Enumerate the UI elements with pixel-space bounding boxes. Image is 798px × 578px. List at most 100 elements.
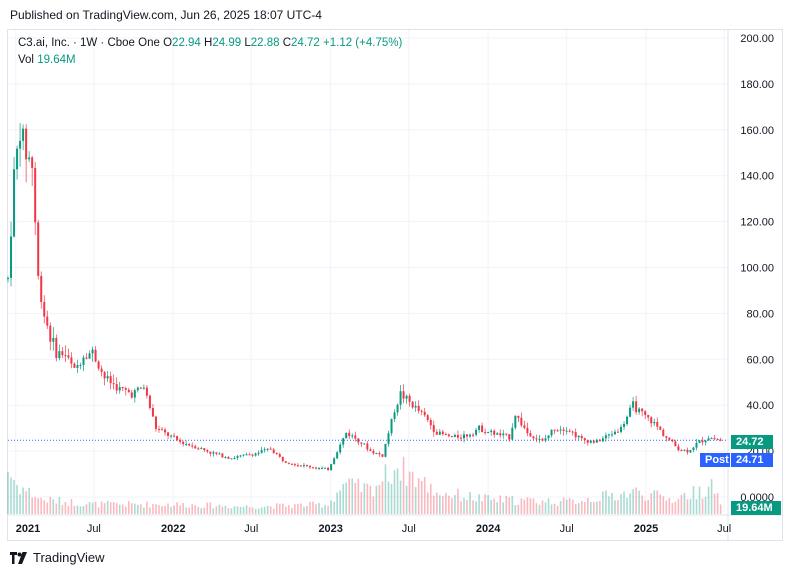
volume-bar [260, 507, 263, 514]
volume-bar [469, 491, 471, 514]
volume-bar [137, 504, 139, 514]
volume-bar [197, 506, 200, 514]
volume-bar [170, 506, 172, 514]
symbol-label[interactable]: C3.ai, Inc. · 1W · Cboe One [18, 37, 160, 49]
volume-bar [384, 464, 387, 514]
volume-bar [662, 496, 665, 514]
volume-bar [692, 486, 695, 514]
candle-body [517, 415, 520, 418]
volume-bar [218, 504, 221, 514]
candle-body [209, 451, 212, 454]
candle-body [604, 435, 607, 439]
high-label: H [204, 37, 213, 49]
volume-bar [493, 498, 495, 514]
volume-bar [463, 497, 465, 514]
volume-bar [348, 478, 351, 514]
volume-bar [650, 493, 653, 514]
candle-body [142, 387, 145, 389]
volume-bar [127, 501, 130, 514]
volume-bar [254, 509, 257, 514]
candle-body [550, 429, 553, 436]
candle-body [372, 450, 375, 454]
volume-label: Vol [18, 54, 34, 66]
volume-bar [112, 502, 115, 514]
candle-body [342, 438, 345, 445]
candle-body [103, 371, 106, 379]
candle-body [704, 440, 707, 443]
volume-bar [360, 492, 363, 514]
volume-bar [263, 506, 266, 514]
volume-bar [230, 508, 233, 514]
volume-bar [318, 502, 320, 514]
candle-body [19, 140, 22, 149]
volume-bar [245, 505, 248, 514]
candle-body [151, 408, 154, 417]
candle-body [677, 446, 680, 451]
volume-bar [278, 503, 281, 514]
volume-bar [562, 497, 565, 514]
volume-bar [16, 485, 18, 514]
candle-body [170, 435, 173, 437]
volume-bar [149, 507, 151, 514]
volume-bar [10, 477, 12, 514]
volume-bar [529, 498, 532, 514]
volume-bar [155, 504, 157, 514]
volume-bar [608, 496, 610, 514]
volume-bar [369, 485, 372, 514]
volume-bar [285, 506, 287, 514]
candle-body [97, 361, 100, 369]
volume-tag: 19.64M [731, 501, 781, 515]
x-tick-label: Jul [87, 523, 101, 535]
candle-body [191, 445, 194, 447]
volume-bar [272, 508, 275, 514]
volume-bar [46, 502, 49, 514]
x-tick-label: 2024 [476, 523, 501, 535]
candle-body [296, 465, 299, 467]
candle-body [34, 167, 37, 223]
candle-body [206, 450, 209, 452]
candle-body [571, 431, 574, 433]
candle-body [139, 387, 142, 389]
candle-body [387, 433, 390, 444]
volume-bar [502, 502, 505, 514]
volume-bar [176, 502, 178, 514]
volume-bar [333, 501, 335, 514]
volume-bar [499, 495, 502, 514]
volume-bar [439, 495, 441, 514]
candle-body [115, 384, 118, 391]
volume-bar [586, 497, 589, 514]
volume-bar [209, 502, 212, 514]
candle-body [40, 275, 43, 302]
volume-bar [52, 499, 55, 514]
candle-body [586, 440, 589, 443]
footer-brand[interactable]: TradingView [10, 550, 105, 565]
volume-bar [614, 500, 616, 514]
volume-bar [257, 508, 260, 514]
volume-bar [653, 490, 656, 514]
candle-body [429, 419, 432, 426]
candle-body [692, 447, 695, 451]
volume-bar [583, 502, 586, 514]
volume-bar [206, 502, 209, 514]
candle-body [321, 467, 324, 469]
candle-body [363, 443, 366, 445]
x-tick-label: Jul [717, 523, 731, 535]
candle-body [257, 452, 260, 454]
volume-bar [37, 498, 39, 514]
volume-bar [466, 499, 468, 514]
candle-body [43, 301, 46, 317]
candle-body [487, 432, 490, 434]
candle-body [293, 464, 296, 466]
candle-body [73, 363, 76, 368]
volume-bar [297, 503, 299, 514]
candle-body [713, 438, 716, 440]
candle-body [647, 414, 650, 418]
volume-bar [248, 507, 251, 514]
volume-bar [140, 504, 142, 514]
volume-bar [306, 505, 308, 514]
candle-body [384, 443, 387, 457]
volume-bar [665, 500, 668, 514]
candle-body [49, 325, 52, 342]
volume-bar [242, 506, 245, 514]
